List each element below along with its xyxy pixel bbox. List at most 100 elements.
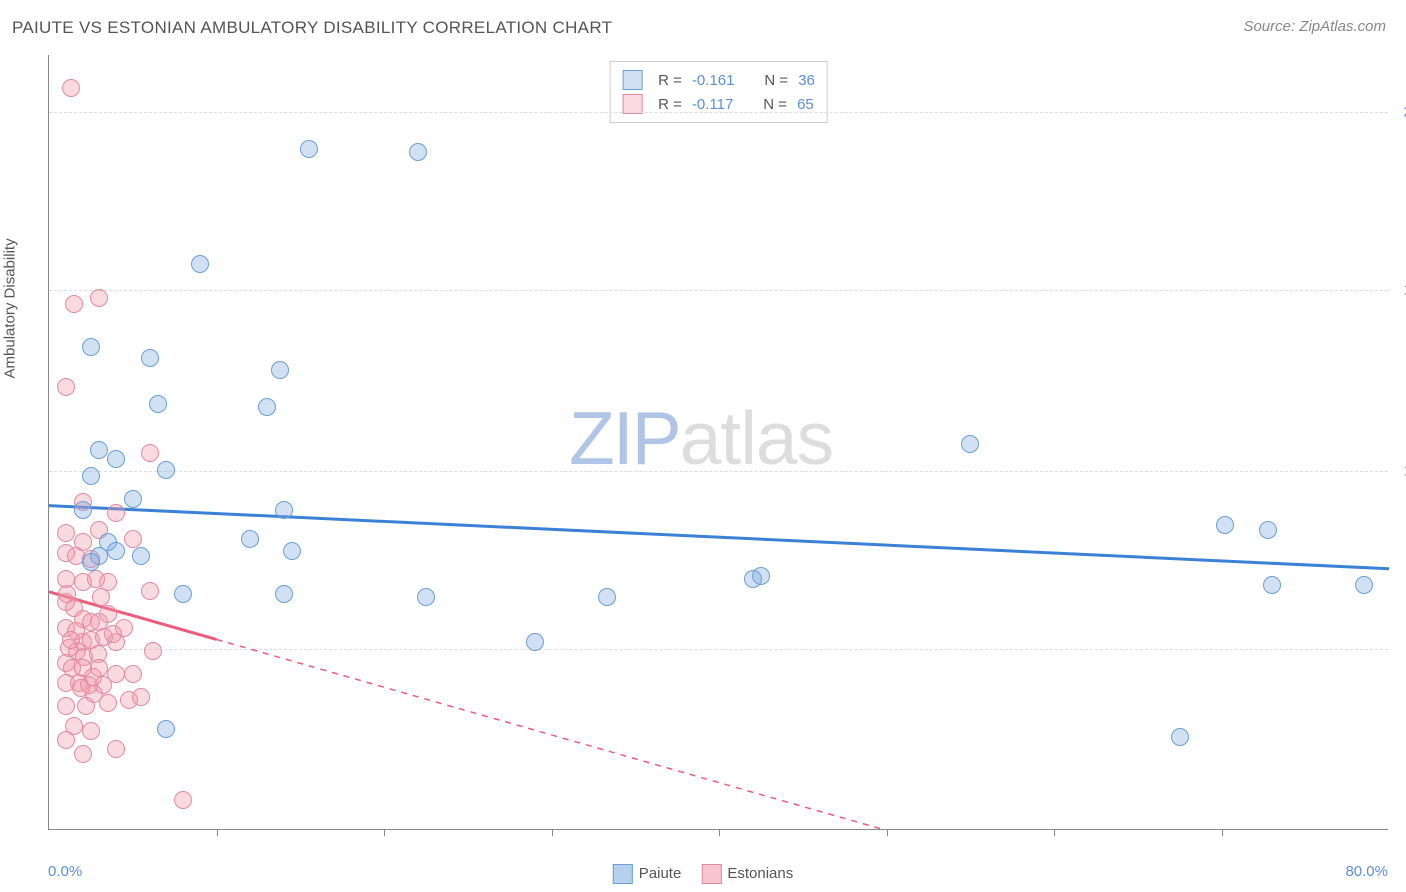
r-label: R = (658, 72, 682, 89)
stats-row-paiute: R = -0.161 N = 36 (622, 68, 815, 92)
data-point (99, 605, 117, 623)
data-point (258, 398, 276, 416)
data-point (1263, 576, 1281, 594)
x-max-label: 80.0% (1345, 863, 1388, 880)
bottom-legend: Paiute Estonians (613, 864, 793, 884)
data-point (157, 720, 175, 738)
data-point (275, 585, 293, 603)
data-point (82, 553, 100, 571)
grid-line (49, 471, 1388, 472)
data-point (241, 530, 259, 548)
source-label: Source: ZipAtlas.com (1243, 18, 1386, 35)
data-point (57, 697, 75, 715)
grid-line (49, 290, 1388, 291)
data-point (58, 585, 76, 603)
data-point (961, 435, 979, 453)
y-tick-label: 6.3% (1391, 641, 1406, 658)
y-tick-label: 18.8% (1391, 282, 1406, 299)
legend-item-paiute: Paiute (613, 864, 682, 884)
x-tick (887, 829, 888, 836)
data-point (144, 642, 162, 660)
data-point (72, 679, 90, 697)
data-point (174, 585, 192, 603)
data-point (107, 542, 125, 560)
trend-lines (49, 55, 1389, 830)
stats-legend: R = -0.161 N = 36 R = -0.117 N = 65 (609, 61, 828, 123)
x-min-label: 0.0% (48, 863, 82, 880)
x-tick (719, 829, 720, 836)
data-point (300, 140, 318, 158)
data-point (107, 450, 125, 468)
data-point (107, 740, 125, 758)
swatch-estonians (622, 94, 642, 114)
n-value-paiute: 36 (798, 72, 815, 89)
data-point (275, 501, 293, 519)
r-label: R = (658, 96, 682, 113)
data-point (74, 501, 92, 519)
data-point (174, 791, 192, 809)
data-point (141, 444, 159, 462)
watermark-atlas: atlas (680, 396, 833, 480)
data-point (1259, 521, 1277, 539)
data-point (526, 633, 544, 651)
data-point (149, 395, 167, 413)
r-value-estonians: -0.117 (692, 96, 733, 113)
data-point (417, 588, 435, 606)
data-point (191, 255, 209, 273)
legend-label-estonians: Estonians (727, 865, 793, 882)
n-label: N = (764, 72, 788, 89)
grid-line (49, 649, 1388, 650)
grid-line (49, 112, 1388, 113)
data-point (82, 722, 100, 740)
data-point (107, 504, 125, 522)
n-label: N = (763, 96, 787, 113)
x-tick (384, 829, 385, 836)
data-point (62, 79, 80, 97)
swatch-paiute (622, 70, 642, 90)
data-point (74, 745, 92, 763)
data-point (90, 289, 108, 307)
data-point (82, 338, 100, 356)
data-point (752, 567, 770, 585)
n-value-estonians: 65 (797, 96, 814, 113)
watermark-zip: ZIP (569, 396, 680, 480)
y-tick-label: 25.0% (1391, 104, 1406, 121)
x-tick (1054, 829, 1055, 836)
data-point (57, 731, 75, 749)
data-point (65, 295, 83, 313)
x-tick (217, 829, 218, 836)
x-tick (1222, 829, 1223, 836)
data-point (62, 631, 80, 649)
data-point (1171, 728, 1189, 746)
data-point (283, 542, 301, 560)
data-point (82, 467, 100, 485)
data-point (1355, 576, 1373, 594)
data-point (409, 143, 427, 161)
swatch-estonians-bottom (701, 864, 721, 884)
data-point (57, 378, 75, 396)
data-point (598, 588, 616, 606)
legend-label-paiute: Paiute (639, 865, 682, 882)
data-point (132, 688, 150, 706)
y-axis-title: Ambulatory Disability (2, 238, 19, 378)
data-point (1216, 516, 1234, 534)
data-point (141, 582, 159, 600)
data-point (124, 665, 142, 683)
swatch-paiute-bottom (613, 864, 633, 884)
plot-area: ZIPatlas R = -0.161 N = 36 R = -0.117 N … (48, 55, 1388, 830)
data-point (124, 490, 142, 508)
r-value-paiute: -0.161 (692, 72, 735, 89)
data-point (104, 625, 122, 643)
data-point (92, 588, 110, 606)
y-tick-label: 12.5% (1391, 463, 1406, 480)
data-point (157, 461, 175, 479)
data-point (57, 524, 75, 542)
data-point (141, 349, 159, 367)
watermark: ZIPatlas (569, 395, 833, 481)
data-point (90, 441, 108, 459)
legend-item-estonians: Estonians (701, 864, 793, 884)
data-point (132, 547, 150, 565)
chart-title: PAIUTE VS ESTONIAN AMBULATORY DISABILITY… (12, 18, 612, 38)
x-tick (552, 829, 553, 836)
data-point (271, 361, 289, 379)
